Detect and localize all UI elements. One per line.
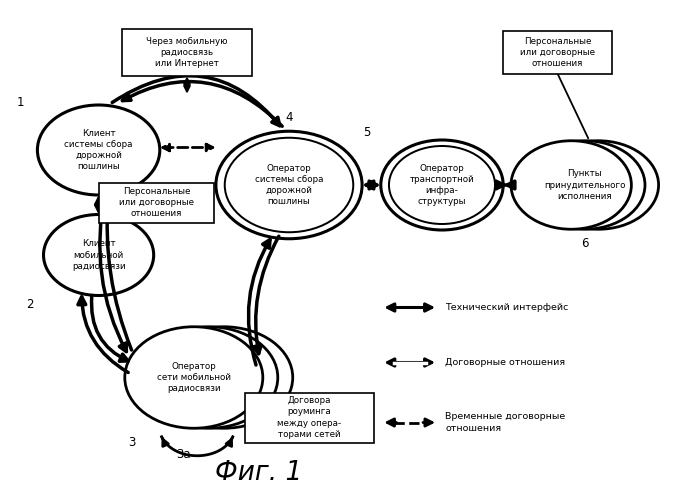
Text: 2: 2 xyxy=(26,298,34,311)
Circle shape xyxy=(124,327,262,428)
FancyBboxPatch shape xyxy=(503,31,612,74)
Circle shape xyxy=(525,141,645,229)
Text: Технический интерфейс: Технический интерфейс xyxy=(445,303,568,312)
Text: 1: 1 xyxy=(16,96,24,109)
Text: Фиг. 1: Фиг. 1 xyxy=(215,460,302,486)
Circle shape xyxy=(539,141,658,229)
Text: Персональные
или договорные
отношения: Персональные или договорные отношения xyxy=(119,187,194,218)
FancyBboxPatch shape xyxy=(99,182,214,222)
Text: Клиент
системы сбора
дорожной
пошлины: Клиент системы сбора дорожной пошлины xyxy=(65,129,133,171)
Text: Договорные отношения: Договорные отношения xyxy=(445,358,566,367)
Text: Клиент
мобильной
радиосвязи: Клиент мобильной радиосвязи xyxy=(72,240,125,270)
Text: 5: 5 xyxy=(364,126,371,139)
Circle shape xyxy=(154,327,292,428)
Circle shape xyxy=(44,214,154,296)
Circle shape xyxy=(216,131,362,239)
Text: Через мобильную
радиосвязь
или Интернет: Через мобильную радиосвязь или Интернет xyxy=(146,37,228,68)
Text: Оператор
сети мобильной
радиосвязи: Оператор сети мобильной радиосвязи xyxy=(157,362,231,393)
FancyBboxPatch shape xyxy=(245,392,374,442)
Text: Договора
роуминга
между опера-
торами сетей: Договора роуминга между опера- торами се… xyxy=(277,396,341,438)
Circle shape xyxy=(37,105,160,195)
Text: Пункты
принудительного
исполнения: Пункты принудительного исполнения xyxy=(544,170,626,200)
Text: 4: 4 xyxy=(285,110,293,124)
Text: 6: 6 xyxy=(581,237,589,250)
Text: Персональные
или договорные
отношения: Персональные или договорные отношения xyxy=(520,37,595,68)
Text: 3: 3 xyxy=(128,436,135,449)
FancyBboxPatch shape xyxy=(122,28,252,76)
Circle shape xyxy=(389,146,495,224)
Text: Временные договорные
отношения: Временные договорные отношения xyxy=(445,412,566,432)
Text: Оператор
системы сбора
дорожной
пошлины: Оператор системы сбора дорожной пошлины xyxy=(255,164,323,206)
Text: Оператор
транспортной
инфра-
структуры: Оператор транспортной инфра- структуры xyxy=(409,164,475,206)
Circle shape xyxy=(381,140,503,230)
Circle shape xyxy=(511,141,631,229)
Circle shape xyxy=(224,138,354,232)
Circle shape xyxy=(139,327,277,428)
Text: 3а: 3а xyxy=(176,448,191,461)
